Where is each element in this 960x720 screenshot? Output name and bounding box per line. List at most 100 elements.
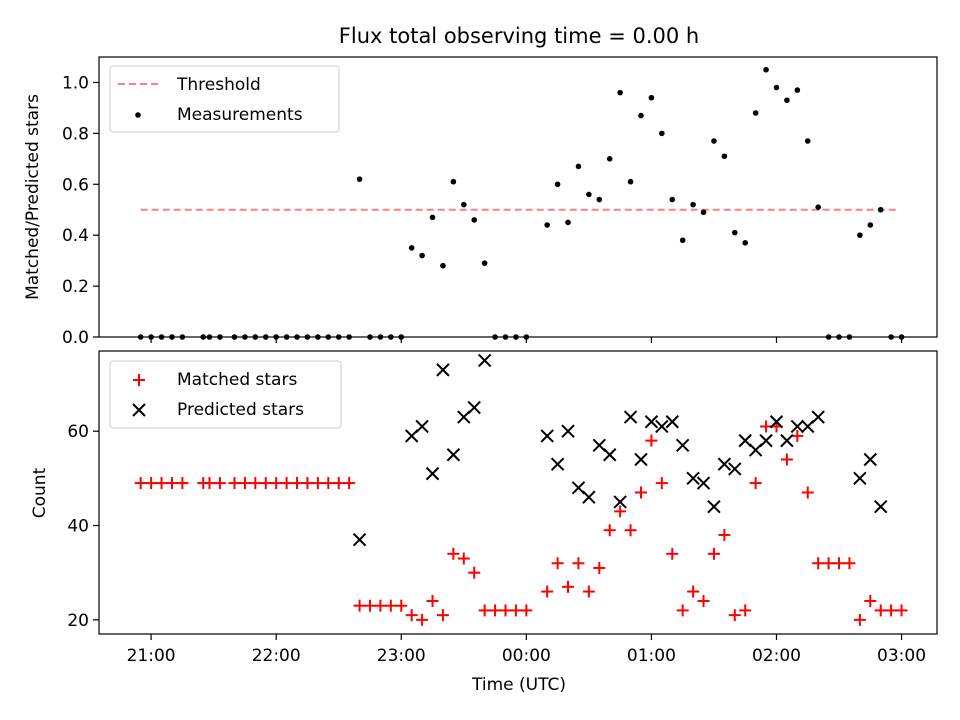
- y-tick-label: 0.0: [62, 328, 89, 348]
- matched-legend-swatch: [133, 374, 145, 386]
- measurement-point: [554, 181, 561, 188]
- matched-star-point: [582, 585, 595, 598]
- predicted-star-point: [540, 429, 554, 443]
- matched-star-point: [541, 585, 554, 598]
- predicted-legend-label: Predicted stars: [177, 400, 304, 420]
- measurement-point: [450, 178, 457, 185]
- matched-star-point: [864, 594, 877, 607]
- matched-star-point: [791, 429, 804, 442]
- matched-star-point: [822, 557, 835, 570]
- predicted-star-point: [436, 363, 450, 377]
- predicted-star-point: [675, 438, 690, 453]
- matched-star-point: [655, 477, 668, 490]
- matched-star-point: [624, 524, 637, 537]
- ratio-y-axis-label: Matched/Predicted stars: [23, 94, 43, 300]
- x-tick-label: 00:00: [502, 646, 551, 666]
- measurement-point: [679, 237, 686, 244]
- matched-star-point: [499, 604, 512, 617]
- matched-star-point: [780, 453, 793, 466]
- predicted-star-point: [686, 471, 700, 486]
- measurement-point: [429, 214, 436, 221]
- predicted-star-point: [352, 532, 367, 547]
- y-tick-label: 0.6: [62, 175, 89, 195]
- predicted-star-point: [655, 419, 669, 434]
- matched-star-point: [332, 477, 345, 490]
- matched-star-point: [728, 609, 741, 622]
- matched-star-point: [165, 477, 178, 490]
- matched-star-point: [697, 594, 710, 607]
- measurement-point: [700, 209, 707, 216]
- ratio-legend-box: [109, 65, 340, 133]
- y-tick-label: 0.4: [62, 226, 89, 246]
- predicted-star-point: [665, 415, 679, 429]
- matched-star-point: [603, 524, 616, 537]
- matched-star-point: [509, 604, 522, 617]
- matched-star-point: [478, 604, 491, 617]
- matched-star-point: [405, 609, 418, 622]
- matched-star-point: [416, 613, 429, 626]
- matched-star-point: [384, 599, 397, 612]
- matched-legend-label: Matched stars: [177, 370, 297, 390]
- matched-star-point: [833, 557, 846, 570]
- x-tick-label: 01:00: [627, 646, 676, 666]
- matched-star-point: [739, 604, 752, 617]
- ratio-panel: 0.0 0.2 0.4 0.6 0.8 1.0 Matched/Predicted sta…: [23, 56, 938, 348]
- matched-star-point: [259, 477, 272, 490]
- x-tick-label: 03:00: [877, 646, 926, 666]
- y-tick-label: 20: [67, 611, 89, 631]
- matched-star-point: [895, 604, 908, 617]
- measurement-point: [565, 219, 571, 226]
- matched-star-point: [812, 557, 825, 570]
- measurement-point: [586, 191, 592, 198]
- matched-star-point: [687, 585, 700, 598]
- matched-star-point: [614, 505, 627, 518]
- measurement-point: [742, 240, 749, 246]
- measurements-legend-label: Measurements: [177, 105, 303, 125]
- y-tick-label: 1.0: [62, 73, 89, 93]
- measurement-point: [408, 245, 415, 251]
- predicted-star-point: [634, 452, 648, 467]
- matched-star-point: [489, 604, 502, 617]
- predicted-star-point: [707, 499, 721, 514]
- y-tick-label: 0.8: [62, 124, 89, 144]
- predicted-star-point: [863, 452, 878, 467]
- matched-star-point: [447, 547, 460, 560]
- threshold-legend-label: Threshold: [176, 75, 261, 95]
- x-tick-label: 02:00: [752, 646, 801, 666]
- measurement-point: [481, 260, 488, 266]
- measurement-point: [659, 130, 665, 137]
- count-y-axis-label: Count: [30, 467, 50, 518]
- matched-star-point: [666, 547, 679, 560]
- matched-star-point: [593, 561, 606, 574]
- matched-star-point: [426, 594, 439, 607]
- matched-star-point: [634, 486, 647, 499]
- measurement-point: [627, 178, 634, 185]
- measurement-point: [784, 97, 790, 104]
- matched-star-point: [801, 486, 814, 499]
- measurement-point: [461, 201, 467, 208]
- predicted-star-point: [613, 495, 627, 509]
- measurement-point: [804, 138, 811, 144]
- measurement-point: [648, 94, 655, 101]
- matched-star-point: [322, 477, 335, 490]
- measurement-point: [815, 204, 821, 210]
- matched-star-point: [853, 613, 866, 626]
- measurement-point: [711, 138, 717, 144]
- matched-star-point: [707, 547, 720, 560]
- measurement-point: [857, 232, 863, 238]
- matched-star-point: [270, 477, 283, 490]
- matched-star-point: [885, 604, 898, 617]
- measurement-point: [638, 112, 644, 119]
- measurement-point: [773, 84, 780, 91]
- y-tick-label: 40: [67, 517, 89, 537]
- measurement-point: [471, 217, 478, 223]
- predicted-star-point: [696, 476, 711, 490]
- matched-star-point: [176, 477, 189, 490]
- matched-star-point: [301, 477, 314, 490]
- measurement-point: [763, 66, 769, 73]
- matched-star-point: [343, 477, 356, 490]
- predicted-star-point: [623, 410, 638, 424]
- predicted-star-point: [644, 415, 659, 429]
- predicted-star-point: [425, 466, 440, 481]
